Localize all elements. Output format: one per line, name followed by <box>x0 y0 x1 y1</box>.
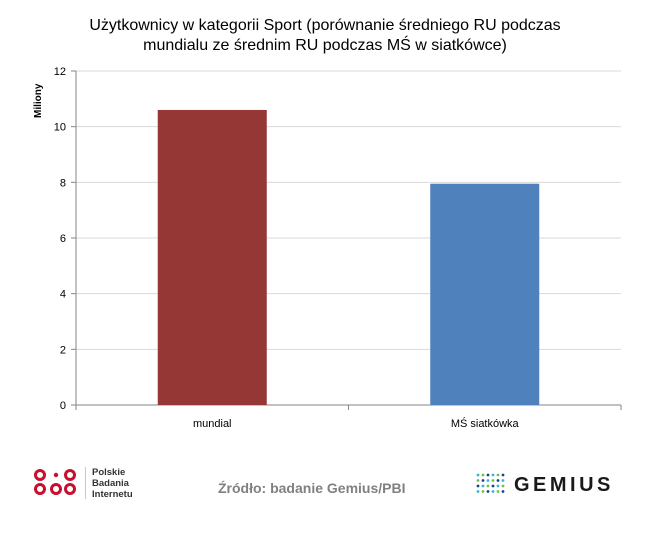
y-tick-label: 6 <box>60 233 66 245</box>
gemius-dot <box>491 484 495 488</box>
gemius-dot <box>501 479 505 482</box>
footer: Polskie Badania Internetu Źródło: badani… <box>0 455 655 515</box>
gemius-dot <box>496 484 500 488</box>
gemius-dot <box>476 490 480 493</box>
gemius-dot <box>491 490 495 493</box>
gemius-dot <box>486 473 490 477</box>
gemius-dot <box>476 479 480 482</box>
pbi-logo-text: Polskie Badania Internetu <box>92 467 133 500</box>
bar-mundial <box>157 109 267 405</box>
bar-ms-siatkowka <box>430 183 540 405</box>
gemius-dot <box>486 484 490 488</box>
gemius-logo-text: GEMIUS <box>514 474 614 496</box>
gemius-dot <box>481 484 485 488</box>
chart-title: Użytkownicy w kategorii Sport (porównani… <box>60 16 590 56</box>
gemius-dot <box>496 490 500 493</box>
gemius-dot <box>481 479 485 482</box>
gemius-dot <box>476 473 480 477</box>
x-category-label: mundial <box>193 418 232 430</box>
chart-title-line-2: mundialu ze średnim RU podczas MŚ w siat… <box>143 37 507 54</box>
x-category-label: MŚ siatkówka <box>451 417 520 430</box>
gemius-dot <box>476 484 480 488</box>
y-tick-label: 12 <box>54 66 66 78</box>
pbi-line-2: Badania <box>92 478 129 489</box>
gemius-dot <box>496 479 500 482</box>
gemius-dot <box>481 490 485 493</box>
chart-title-line-1: Użytkownicy w kategorii Sport (porównani… <box>89 17 561 34</box>
pbi-separator <box>85 467 86 499</box>
source-note: Źródło: badanie Gemius/PBI <box>218 480 406 496</box>
gemius-dot <box>501 490 505 493</box>
y-tick-label: 4 <box>60 289 66 301</box>
gemius-dot <box>486 490 490 493</box>
y-tick-label: 0 <box>60 400 66 412</box>
gemius-dot <box>501 473 505 477</box>
y-tick-label: 8 <box>60 177 66 189</box>
pbi-line-3: Internetu <box>92 489 133 500</box>
gemius-dot <box>491 479 495 482</box>
gemius-dot <box>481 473 485 477</box>
pbi-logo-icon <box>34 469 76 495</box>
pbi-line-1: Polskie <box>92 467 126 478</box>
gemius-dot <box>496 473 500 477</box>
gemius-logo-icon <box>476 473 505 493</box>
gemius-dot <box>491 473 495 477</box>
gemius-dot <box>501 484 505 488</box>
y-tick-label: 10 <box>54 122 66 134</box>
y-tick-label: 2 <box>60 344 66 356</box>
gemius-dot <box>486 479 490 482</box>
